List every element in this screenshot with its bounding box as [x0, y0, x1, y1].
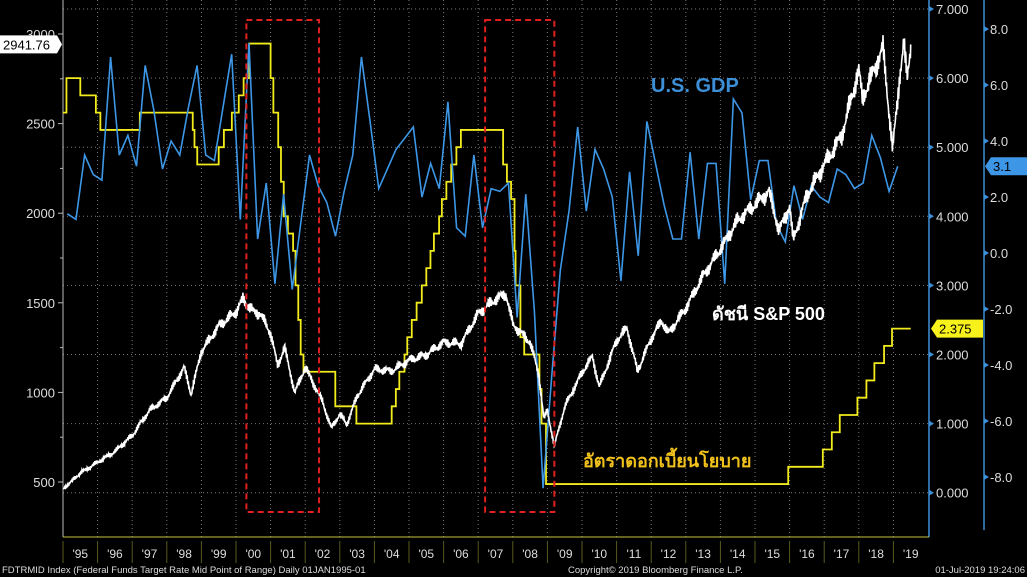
left-tick-label: 1500 — [26, 296, 55, 311]
fed-last-value: 2.375 — [939, 322, 972, 337]
x-tick-label: '02 — [315, 547, 331, 561]
x-tick-label: '19 — [903, 547, 919, 561]
right-tick-label: -2.0 — [990, 302, 1012, 317]
right-tick-label: 2.0 — [990, 190, 1008, 205]
right-tick — [984, 138, 989, 144]
gdp-last-value-badge — [985, 157, 1027, 176]
middle-tick-label: 1.000 — [936, 417, 969, 432]
middle-tick — [929, 420, 934, 427]
middle-tick — [929, 144, 934, 151]
footer-timestamp: 01-Jul-2019 19:24:06 — [935, 565, 1025, 576]
right-tick — [984, 362, 989, 368]
x-tick-label: '06 — [453, 547, 469, 561]
x-tick-label: '95 — [72, 547, 88, 561]
right-tick — [984, 194, 989, 200]
x-tick-label: '13 — [695, 547, 711, 561]
x-tick-label: '04 — [384, 547, 400, 561]
left-tick-label: 500 — [33, 475, 55, 490]
x-tick-label: '03 — [349, 547, 365, 561]
highlight-box — [484, 19, 556, 513]
sp500-last-value-badge — [0, 35, 62, 54]
gdp-annotation: U.S. GDP — [651, 75, 739, 97]
x-tick-label: '96 — [107, 547, 123, 561]
sp500-annotation: ดัชนี S&P 500 — [712, 304, 825, 324]
middle-tick — [929, 489, 934, 496]
rate-annotation: อัตราดอกเบี้ยนโยบาย — [583, 447, 751, 471]
right-tick — [984, 306, 989, 312]
middle-tick-label: 3.000 — [936, 278, 969, 293]
middle-tick-label: 6.000 — [936, 71, 969, 86]
middle-tick — [929, 282, 934, 289]
sp500-line — [62, 35, 912, 490]
fed-rate-line — [63, 42, 911, 485]
right-tick — [984, 474, 989, 480]
x-tick-label: '97 — [142, 547, 158, 561]
x-tick-label: '18 — [868, 547, 884, 561]
middle-tick-label: 7.000 — [936, 2, 969, 17]
x-tick-label: '17 — [834, 547, 850, 561]
right-tick — [984, 250, 989, 256]
middle-tick — [929, 213, 934, 220]
footer-copyright: Copyright© 2019 Bloomberg Finance L.P. — [568, 565, 743, 576]
right-tick — [984, 26, 989, 32]
left-tick-label: 1000 — [26, 385, 55, 400]
x-tick-label: '99 — [211, 547, 227, 561]
right-tick-label: -6.0 — [990, 414, 1012, 429]
x-tick-label: '11 — [627, 547, 642, 561]
right-tick-label: -8.0 — [990, 470, 1012, 485]
x-tick-label: '12 — [661, 547, 677, 561]
middle-tick-label: 4.000 — [936, 209, 969, 224]
middle-tick — [929, 351, 934, 358]
x-tick-label: '10 — [591, 547, 607, 561]
x-tick-label: '00 — [245, 547, 261, 561]
gdp-line — [66, 42, 899, 489]
x-tick-label: '16 — [799, 547, 815, 561]
sp500-last-value: 2941.76 — [3, 37, 50, 52]
x-tick-label: '08 — [522, 547, 538, 561]
right-tick-label: 4.0 — [990, 134, 1008, 149]
footer-source: FDTRMID Index (Federal Funds Target Rate… — [2, 565, 366, 576]
x-tick-label: '09 — [557, 547, 573, 561]
middle-tick-label: 2.000 — [936, 348, 969, 363]
right-tick-label: -4.0 — [990, 358, 1012, 373]
middle-tick — [929, 75, 934, 82]
fed-last-value-badge — [931, 319, 983, 338]
middle-tick — [929, 6, 934, 12]
right-tick — [984, 82, 989, 88]
left-tick-label: 2000 — [26, 206, 55, 221]
left-tick-label: 2500 — [26, 117, 55, 132]
x-tick-label: '07 — [488, 547, 504, 561]
x-tick-label: '98 — [176, 547, 192, 561]
middle-tick-label: 0.000 — [936, 486, 969, 501]
x-tick-label: '05 — [418, 547, 434, 561]
x-tick-label: '15 — [764, 547, 780, 561]
gdp-last-value: 3.1 — [993, 159, 1011, 174]
right-tick-label: 0.0 — [990, 246, 1008, 261]
x-tick-label: '01 — [280, 547, 296, 561]
right-tick — [984, 418, 989, 424]
middle-tick-label: 5.000 — [936, 140, 969, 155]
x-tick-label: '14 — [730, 547, 746, 561]
right-tick-label: 6.0 — [990, 78, 1008, 93]
right-tick-label: 8.0 — [990, 22, 1008, 37]
highlight-box — [245, 19, 321, 513]
